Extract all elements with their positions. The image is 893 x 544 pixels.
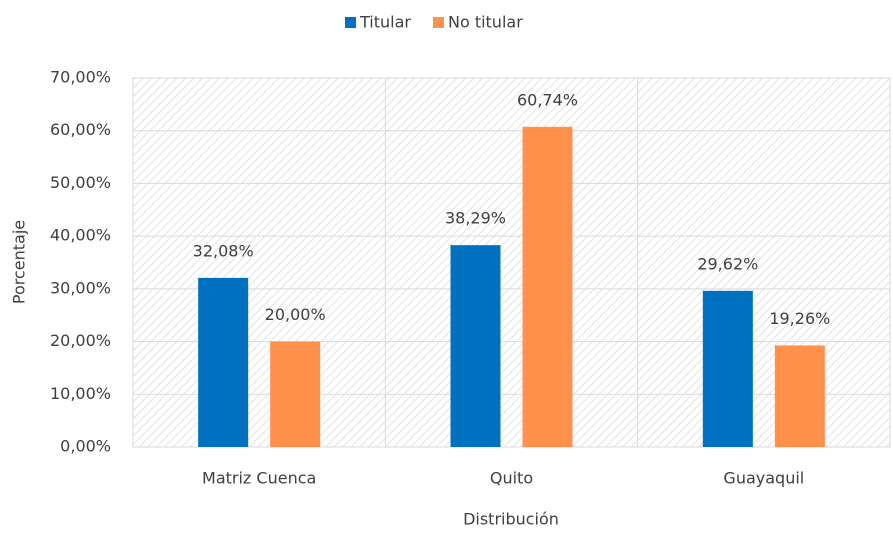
legend-swatch [432, 17, 444, 28]
value-label: 20,00% [265, 305, 326, 324]
bar [774, 345, 825, 447]
y-tick-label: 40,00% [50, 226, 111, 245]
bar [522, 126, 573, 448]
x-tick-label: Matriz Cuenca [202, 469, 316, 488]
value-label: 60,74% [517, 90, 578, 109]
bar [198, 277, 249, 447]
y-tick-label: 0,00% [60, 437, 111, 456]
y-tick-label: 60,00% [50, 120, 111, 139]
x-axis-label: Distribución [463, 510, 559, 529]
y-tick-label: 20,00% [50, 331, 111, 350]
value-label: 38,29% [445, 209, 506, 228]
value-label: 19,26% [769, 309, 830, 328]
legend-swatch [345, 17, 356, 28]
value-label: 29,62% [697, 254, 758, 273]
legend-label: No titular [448, 13, 523, 32]
y-tick-label: 30,00% [50, 278, 111, 297]
y-tick-label: 70,00% [50, 68, 111, 87]
y-tick-label: 50,00% [50, 173, 111, 192]
y-tick-label: 10,00% [50, 384, 111, 403]
bar [702, 290, 753, 447]
bar [270, 341, 321, 447]
y-axis-label: Porcentaje [10, 220, 29, 304]
x-tick-label: Guayaquil [723, 469, 804, 488]
legend-label: Titular [359, 13, 411, 32]
bar [450, 245, 501, 447]
plot-area [132, 77, 891, 448]
value-label: 32,08% [193, 241, 254, 260]
x-tick-label: Quito [490, 469, 533, 488]
